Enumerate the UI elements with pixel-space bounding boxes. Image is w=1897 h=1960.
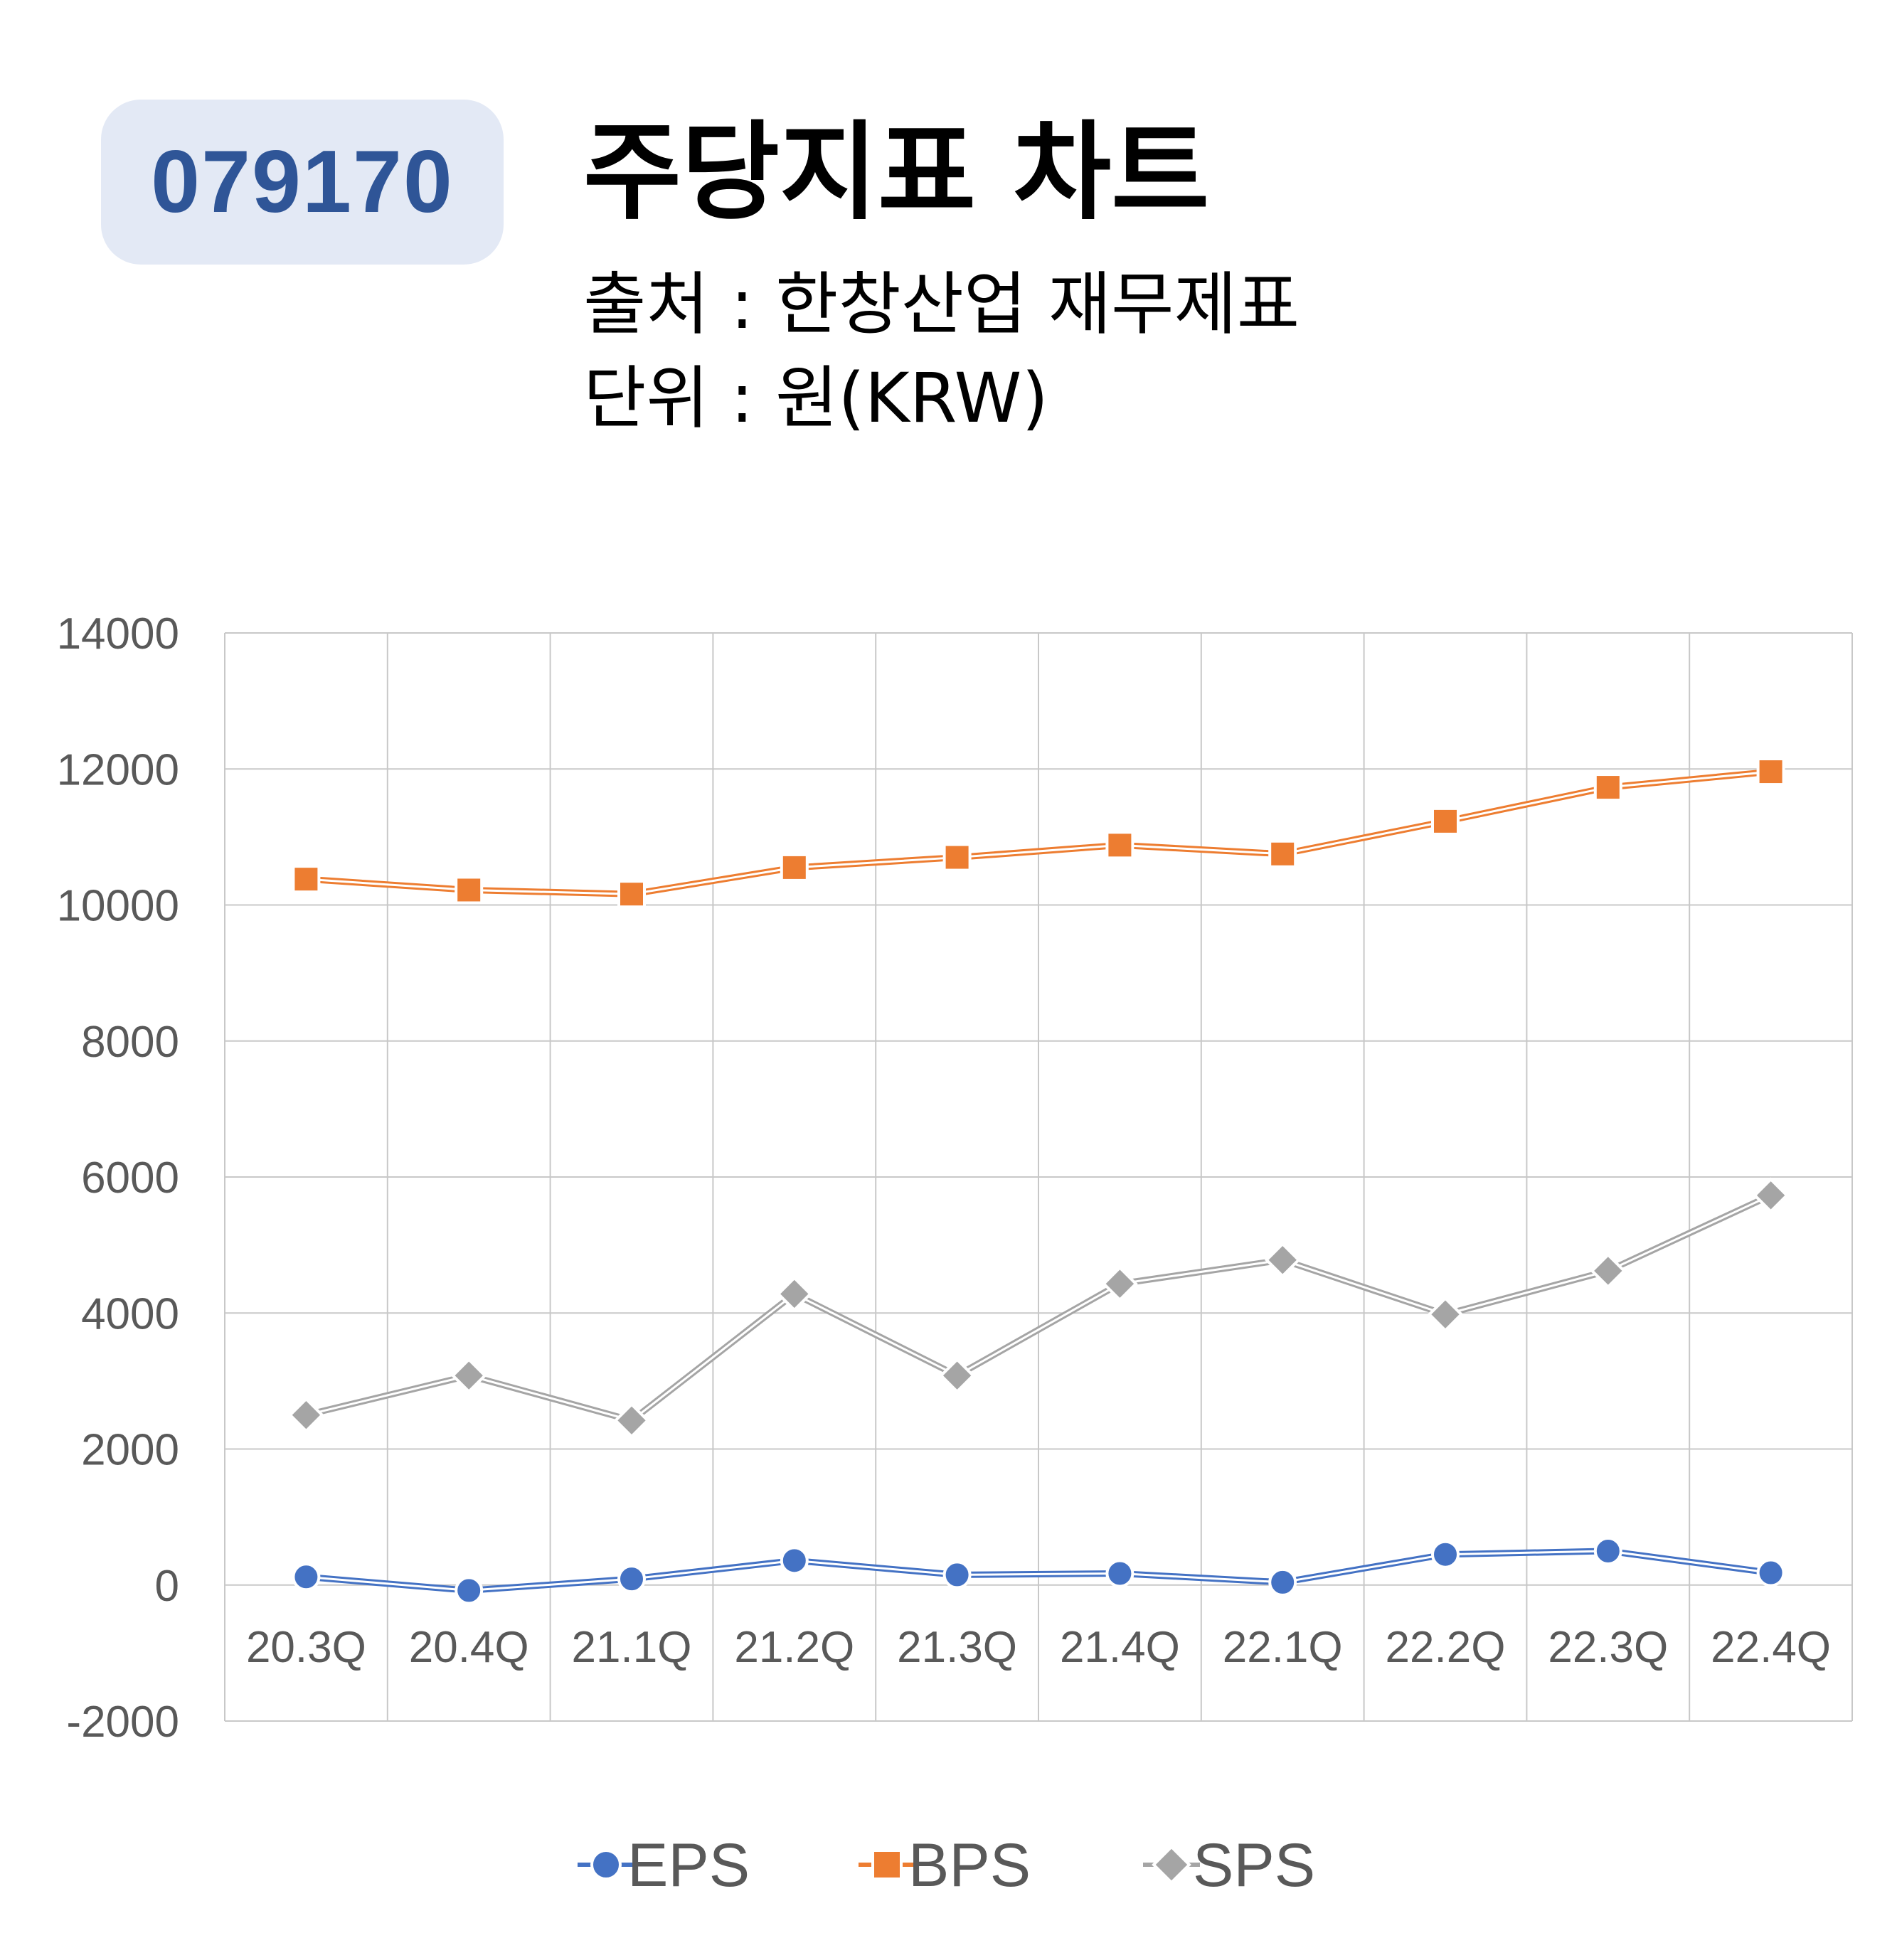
series-line-highlight bbox=[306, 1550, 1771, 1592]
point-marker bbox=[292, 1562, 321, 1592]
point-marker bbox=[1264, 1242, 1301, 1278]
x-tick-label: 22.3Q bbox=[1548, 1623, 1668, 1672]
point-marker bbox=[942, 843, 972, 872]
point-marker bbox=[780, 1546, 809, 1575]
point-marker bbox=[1268, 1567, 1297, 1597]
legend-item-bps: BPS bbox=[859, 1831, 1031, 1900]
point-marker bbox=[1590, 1252, 1627, 1289]
point-marker bbox=[1268, 839, 1297, 868]
y-tick-label: 10000 bbox=[57, 882, 179, 931]
y-tick-label: 2000 bbox=[81, 1426, 179, 1475]
source-text: 출처 : 한창산업 재무제표 bbox=[583, 265, 1300, 344]
legend-item-eps: EPS bbox=[578, 1831, 750, 1900]
y-tick-label: 6000 bbox=[81, 1154, 179, 1203]
x-tick-label: 22.2Q bbox=[1386, 1623, 1506, 1672]
point-marker bbox=[292, 865, 321, 894]
point-marker bbox=[1105, 831, 1135, 860]
point-marker bbox=[780, 853, 809, 882]
point-marker bbox=[1593, 773, 1622, 802]
point-marker bbox=[617, 1565, 646, 1594]
stock-code: 079170 bbox=[151, 133, 454, 231]
x-tick-label: 20.4Q bbox=[409, 1623, 529, 1672]
point-marker bbox=[1753, 1177, 1789, 1214]
y-tick-label: 8000 bbox=[81, 1018, 179, 1067]
x-axis: 20.3Q 20.4Q 21.1Q 21.2Q 21.3Q 21.4Q 22.1Q 22.2Q… bbox=[246, 1623, 1831, 1672]
point-marker bbox=[1427, 1296, 1464, 1333]
x-tick-label: 22.1Q bbox=[1223, 1623, 1343, 1672]
series-sps bbox=[288, 1177, 1789, 1439]
series-eps bbox=[292, 1536, 1785, 1605]
series-bps bbox=[292, 757, 1785, 909]
x-tick-label: 20.3Q bbox=[246, 1623, 366, 1672]
point-marker bbox=[590, 1849, 622, 1880]
point-marker bbox=[617, 880, 646, 909]
point-marker bbox=[1431, 806, 1460, 836]
point-marker bbox=[1756, 1558, 1785, 1587]
point-marker bbox=[776, 1276, 813, 1312]
y-tick-label: 14000 bbox=[57, 609, 179, 659]
point-marker bbox=[288, 1397, 324, 1434]
x-tick-label: 21.4Q bbox=[1060, 1623, 1180, 1672]
point-marker bbox=[871, 1849, 903, 1880]
point-marker bbox=[1152, 1845, 1191, 1885]
series-line-highlight bbox=[306, 1194, 1772, 1422]
legend-item-sps: SPS bbox=[1143, 1831, 1315, 1900]
grid-lines bbox=[224, 632, 1853, 1722]
point-marker bbox=[1756, 757, 1785, 787]
point-marker bbox=[1105, 1559, 1135, 1588]
point-marker bbox=[455, 1576, 484, 1605]
x-tick-label: 21.3Q bbox=[897, 1623, 1017, 1672]
legend-label: SPS bbox=[1193, 1831, 1315, 1900]
point-marker bbox=[1102, 1265, 1138, 1302]
unit-text: 단위 : 원(KRW) bbox=[583, 358, 1048, 438]
y-tick-label: 12000 bbox=[57, 745, 179, 794]
legend: EPS BPS SPS bbox=[578, 1831, 1315, 1900]
x-tick-label: 21.1Q bbox=[572, 1623, 692, 1672]
x-tick-label: 21.2Q bbox=[734, 1623, 854, 1672]
point-marker bbox=[1593, 1536, 1622, 1565]
chart-title: 주당지표 차트 bbox=[583, 111, 1210, 235]
y-tick-label: 0 bbox=[155, 1562, 179, 1611]
y-tick-label: -2000 bbox=[66, 1698, 179, 1747]
point-marker bbox=[613, 1402, 650, 1439]
point-marker bbox=[450, 1357, 487, 1394]
series-layer bbox=[288, 757, 1789, 1605]
x-tick-label: 22.4Q bbox=[1711, 1623, 1831, 1672]
point-marker bbox=[455, 875, 484, 905]
legend-label: BPS bbox=[908, 1831, 1031, 1900]
y-axis: -2000 0 2000 4000 6000 8000 10000 12000 14000 bbox=[57, 609, 179, 1747]
point-marker bbox=[1431, 1540, 1460, 1569]
legend-label: EPS bbox=[627, 1831, 750, 1900]
y-tick-label: 4000 bbox=[81, 1289, 179, 1338]
series-line-highlight bbox=[306, 770, 1771, 895]
point-marker bbox=[939, 1357, 975, 1394]
stock-code-badge: 079170 bbox=[101, 100, 504, 265]
point-marker bbox=[942, 1560, 972, 1589]
